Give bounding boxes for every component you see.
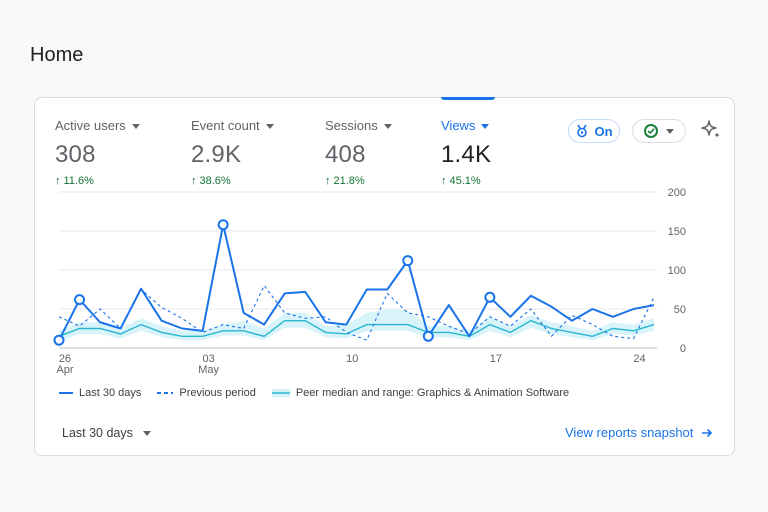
metric-value: 308 xyxy=(55,141,96,168)
metric-change: ↑ 38.6% xyxy=(191,174,231,187)
data-quality-dropdown[interactable] xyxy=(632,119,686,143)
dashed-line-swatch xyxy=(157,392,174,394)
caret-down-icon xyxy=(131,123,140,129)
date-range-label: Last 30 days xyxy=(62,426,133,440)
arrow-up-icon: ↑ xyxy=(325,174,331,187)
legend-item-previous[interactable]: Previous period xyxy=(157,387,256,399)
metric-tab-views[interactable]: Views 1.4K ↑ 45.1% xyxy=(441,118,491,187)
sparkle-insights-icon[interactable] xyxy=(700,119,722,141)
insights-toggle-label: On xyxy=(594,123,613,139)
anomaly-marker xyxy=(53,334,65,346)
view-reports-snapshot-link[interactable]: View reports snapshot xyxy=(565,425,713,440)
y-tick-label: 100 xyxy=(668,265,686,277)
y-tick-label: 200 xyxy=(668,187,686,199)
anomaly-marker xyxy=(484,291,496,303)
metric-label: Views xyxy=(441,118,476,133)
active-tab-indicator xyxy=(441,97,495,100)
arrow-up-icon: ↑ xyxy=(191,174,197,187)
metric-change: ↑ 21.8% xyxy=(325,174,365,187)
peer-median-line xyxy=(58,319,655,338)
arrow-right-icon xyxy=(702,428,713,437)
overview-card xyxy=(34,97,735,456)
metric-change: ↑ 11.6% xyxy=(55,174,94,187)
metric-value: 408 xyxy=(325,141,366,168)
metric-tab-active-users[interactable]: Active users 308 ↑ 11.6% xyxy=(55,118,140,187)
legend-item-peer[interactable]: Peer median and range: Graphics & Animat… xyxy=(271,387,569,399)
x-tick-month-label: May xyxy=(198,364,219,376)
caret-down-icon xyxy=(481,123,490,129)
metric-label: Event count xyxy=(191,118,260,133)
previous-period-line xyxy=(58,284,655,341)
x-tick-label: 24 xyxy=(633,353,645,365)
chart-legend: Last 30 days Previous period Peer median… xyxy=(59,387,569,399)
metric-value: 1.4K xyxy=(441,141,492,168)
caret-down-icon xyxy=(142,430,151,436)
caret-down-icon xyxy=(383,123,392,129)
anomaly-marker xyxy=(217,219,229,231)
arrow-up-icon: ↑ xyxy=(441,174,447,187)
metric-label: Active users xyxy=(55,118,126,133)
peer-range-area xyxy=(59,309,654,342)
metric-value: 2.9K xyxy=(191,141,242,168)
legend-item-current[interactable]: Last 30 days xyxy=(59,387,141,399)
check-circle-icon xyxy=(644,124,658,138)
y-tick-label: 50 xyxy=(674,304,686,316)
peer-range-swatch xyxy=(271,389,290,397)
x-tick-label: 26 xyxy=(59,353,71,365)
metric-tab-sessions[interactable]: Sessions 408 ↑ 21.8% xyxy=(325,118,392,187)
snapshot-link-label: View reports snapshot xyxy=(565,425,694,440)
y-tick-label: 0 xyxy=(680,343,686,355)
metric-tab-event-count[interactable]: Event count 2.9K ↑ 38.6% xyxy=(191,118,274,187)
page-title: Home xyxy=(30,44,84,66)
x-tick-month-label: Apr xyxy=(56,364,73,376)
caret-down-icon xyxy=(666,128,674,134)
date-range-dropdown[interactable]: Last 30 days xyxy=(62,426,151,440)
anomaly-marker xyxy=(402,255,414,267)
x-tick-label: 17 xyxy=(490,353,502,365)
anomaly-marker xyxy=(74,294,86,306)
anomaly-marker xyxy=(422,330,434,342)
metric-label: Sessions xyxy=(325,118,378,133)
arrow-up-icon: ↑ xyxy=(55,174,61,187)
badge-icon xyxy=(577,124,588,138)
x-tick-label: 10 xyxy=(346,353,358,365)
current-period-line xyxy=(58,223,655,341)
solid-line-swatch xyxy=(59,392,73,394)
metric-change: ↑ 45.1% xyxy=(441,174,481,187)
x-tick-label: 03 xyxy=(202,353,214,365)
insights-toggle-button[interactable]: On xyxy=(568,119,620,143)
y-tick-label: 150 xyxy=(668,226,686,238)
caret-down-icon xyxy=(265,123,274,129)
